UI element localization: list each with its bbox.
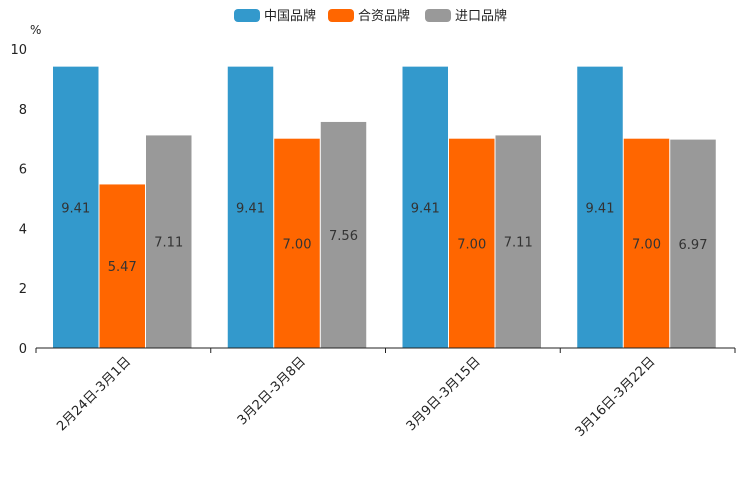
legend: 中国品牌 合资品牌 进口品牌 (234, 8, 507, 24)
x-axis: 2月24日-3月1日 3月2日-3月8日 3月9日-3月15日 3月16日-3月22日 (35, 347, 736, 440)
data-label-1-1: 9.41 (61, 201, 90, 216)
data-label-3-3: 7.11 (504, 236, 533, 251)
y-tick-label-0: 0 (19, 342, 27, 357)
data-label-3-4: 6.97 (679, 238, 708, 253)
legend-swatch-1 (234, 9, 260, 22)
legend-label-2: 合资品牌 (358, 8, 410, 24)
bar-1-3 (402, 66, 448, 349)
bar-2-3 (449, 138, 495, 348)
bar-1-4 (577, 66, 623, 349)
bars (53, 66, 716, 349)
data-label-3-2: 7.56 (329, 229, 358, 244)
bar-3-3 (495, 135, 541, 348)
x-category-label-3: 3月9日-3月15日 (404, 354, 484, 434)
legend-label-3: 进口品牌 (455, 8, 507, 24)
x-category-label-4: 3月16日-3月22日 (573, 354, 659, 440)
data-label-2-4: 7.00 (632, 237, 661, 252)
legend-label-1: 中国品牌 (264, 8, 316, 24)
y-axis: 0 2 4 6 8 10 (10, 43, 27, 357)
bar-1-2 (227, 66, 274, 349)
bar-2-2 (274, 138, 320, 348)
data-label-2-1: 5.47 (108, 260, 137, 275)
bar-1-1 (53, 66, 99, 349)
data-label-1-2: 9.41 (236, 201, 265, 216)
y-tick-label-8: 8 (19, 103, 27, 118)
x-category-label-1: 2月24日-3月1日 (54, 354, 134, 434)
data-label-1-3: 9.41 (411, 201, 440, 216)
data-label-2-2: 7.00 (283, 237, 312, 252)
data-label-2-3: 7.00 (457, 237, 486, 252)
data-labels: 9.41 5.47 7.11 9.41 7.00 7.56 9.41 7.00 7.11 9.41… (61, 201, 707, 275)
legend-swatch-2 (328, 9, 354, 22)
bar-3-1 (146, 135, 192, 348)
data-label-3-1: 7.11 (154, 236, 183, 251)
bar-3-2 (320, 121, 367, 349)
y-axis-unit-label: % (30, 23, 41, 37)
y-tick-label-10: 10 (10, 43, 27, 58)
bar-2-4 (623, 138, 670, 348)
y-tick-label-2: 2 (19, 282, 27, 297)
y-tick-label-6: 6 (19, 163, 27, 178)
bar-2-1 (99, 184, 145, 348)
x-category-label-2: 3月2日-3月8日 (235, 354, 309, 428)
data-label-1-4: 9.41 (586, 201, 615, 216)
bar-3-4 (670, 139, 716, 348)
y-tick-label-4: 4 (19, 222, 27, 237)
legend-swatch-3 (425, 9, 451, 22)
